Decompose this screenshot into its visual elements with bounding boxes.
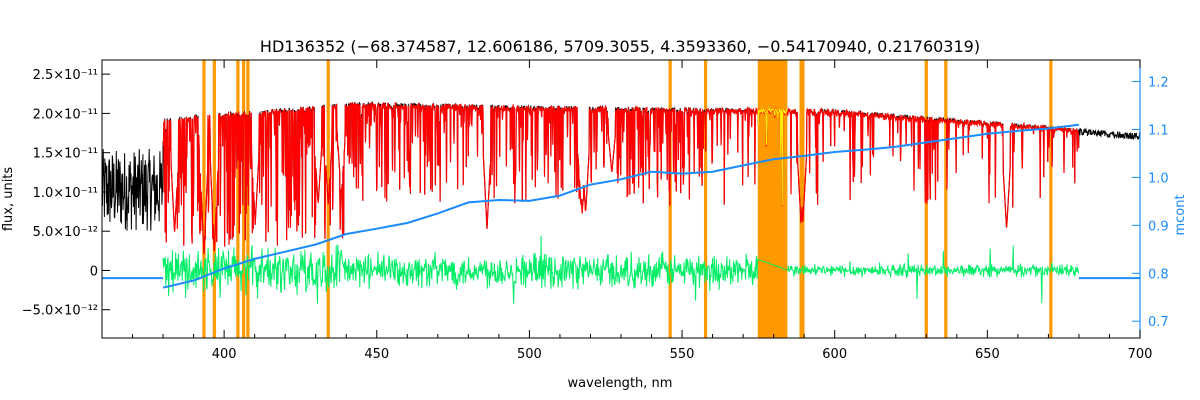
y-tick-label-0: −5.0×10⁻¹² [22,304,98,319]
x-axis-title: wavelength, nm [568,376,673,391]
x-tick-label-650: 650 [975,347,1000,362]
y2-tick-label-4: 1.1 [1148,124,1169,139]
y2-tick-label-2: 0.9 [1148,219,1169,234]
mask-line-8 [799,60,803,338]
continuum-layer [102,123,1140,289]
mask-line-11 [944,60,948,338]
x-tick-label-500: 500 [517,347,542,362]
y-tick-label-4: 1.5×10⁻¹¹ [33,147,98,162]
x-tick-label-400: 400 [212,347,237,362]
chart-title: HD136352 (−68.374587, 12.606186, 5709.30… [260,37,980,56]
mask-line-3 [242,60,246,338]
y-tick-label-6: 2.5×10⁻¹¹ [33,68,98,83]
y-tick-label-2: 5.0×10⁻¹² [33,225,98,240]
mask-line-0 [202,60,206,338]
mask-line-1 [212,60,216,338]
model-spectrum-layer [162,102,1080,255]
series-continuum [162,123,1080,289]
mask-band [757,60,788,338]
mask-line-2 [236,60,240,338]
y2-tick-label-0: 0.7 [1148,315,1169,330]
y2-tick-label-1: 0.8 [1148,267,1169,282]
right-axis-title: mcont [1173,194,1188,235]
series-residuals [162,235,1080,304]
axes-layer: 400 450 500 550 600 650 700 −5.0×10⁻¹² 0 5.0×10⁻¹… [22,59,1169,362]
x-tick-label-450: 450 [364,347,389,362]
mask-line-9 [801,60,805,338]
mask-line-12 [1049,60,1053,338]
x-tick-label-700: 700 [1128,347,1153,362]
y-tick-label-1: 0 [90,264,98,279]
y-tick-label-5: 2.0×10⁻¹¹ [33,107,98,122]
x-tick-label-550: 550 [670,347,695,362]
y2-tick-label-5: 1.2 [1148,76,1169,91]
residuals-layer [162,235,1080,304]
masked-model-layer [757,106,788,206]
y-tick-label-3: 1.0×10⁻¹¹ [33,186,98,201]
series-model-spectrum [162,102,1080,255]
x-tick-label-600: 600 [822,347,847,362]
y2-tick-label-3: 1.0 [1148,171,1169,186]
y-axis-title: flux, units [1,167,16,232]
series-masked-model [757,106,788,206]
mask-line-7 [703,60,708,338]
